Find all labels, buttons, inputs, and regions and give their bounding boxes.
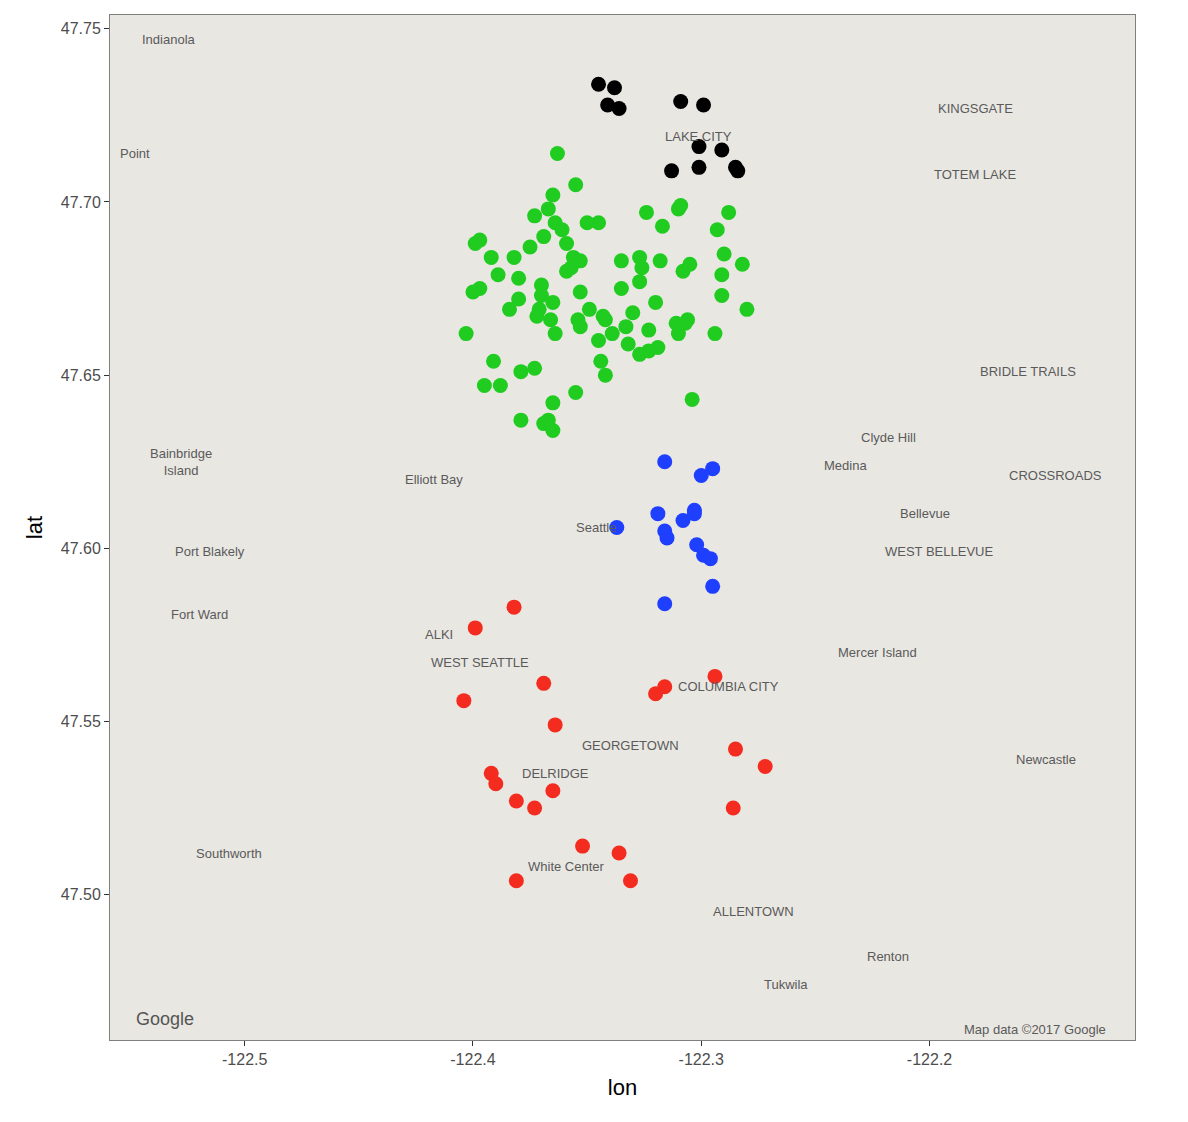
svg-text:Point: Point [120, 146, 150, 161]
svg-text:Fort Ward: Fort Ward [171, 607, 228, 622]
svg-text:KINGSGATE: KINGSGATE [938, 101, 1013, 116]
svg-text:Newcastle: Newcastle [1016, 752, 1076, 767]
svg-text:DELRIDGE: DELRIDGE [522, 766, 589, 781]
svg-text:-122.5: -122.5 [222, 1051, 267, 1068]
svg-text:ALKI: ALKI [425, 627, 453, 642]
svg-text:BRIDLE TRAILS: BRIDLE TRAILS [980, 364, 1076, 379]
svg-text:ALLENTOWN: ALLENTOWN [713, 904, 794, 919]
svg-text:lat: lat [22, 516, 47, 539]
svg-text:Map data ©2017 Google: Map data ©2017 Google [964, 1022, 1106, 1037]
svg-text:47.70: 47.70 [61, 194, 101, 211]
svg-text:TOTEM LAKE: TOTEM LAKE [934, 167, 1016, 182]
svg-text:47.60: 47.60 [61, 540, 101, 557]
svg-text:Bellevue: Bellevue [900, 506, 950, 521]
svg-text:CROSSROADS: CROSSROADS [1009, 468, 1102, 483]
svg-text:Mercer Island: Mercer Island [838, 645, 917, 660]
svg-text:lon: lon [608, 1075, 637, 1100]
svg-text:WEST BELLEVUE: WEST BELLEVUE [885, 544, 993, 559]
svg-text:-122.4: -122.4 [450, 1051, 495, 1068]
svg-text:White Center: White Center [528, 859, 605, 874]
svg-text:Port Blakely: Port Blakely [175, 544, 245, 559]
svg-text:Elliott Bay: Elliott Bay [405, 472, 463, 487]
svg-text:WEST SEATTLE: WEST SEATTLE [431, 655, 529, 670]
svg-text:47.50: 47.50 [61, 886, 101, 903]
svg-text:GEORGETOWN: GEORGETOWN [582, 738, 679, 753]
svg-text:Renton: Renton [867, 949, 909, 964]
svg-text:Seattle: Seattle [576, 520, 616, 535]
svg-text:Google: Google [136, 1009, 194, 1029]
svg-text:LAKE CITY: LAKE CITY [665, 129, 732, 144]
svg-text:-122.3: -122.3 [679, 1051, 724, 1068]
svg-text:Southworth: Southworth [196, 846, 262, 861]
svg-text:COLUMBIA CITY: COLUMBIA CITY [678, 679, 779, 694]
svg-text:Medina: Medina [824, 458, 867, 473]
svg-text:-122.2: -122.2 [907, 1051, 952, 1068]
svg-text:Tukwila: Tukwila [764, 977, 808, 992]
svg-text:BainbridgeIsland: BainbridgeIsland [150, 446, 212, 478]
svg-text:47.55: 47.55 [61, 713, 101, 730]
svg-text:47.75: 47.75 [61, 20, 101, 37]
svg-text:47.65: 47.65 [61, 367, 101, 384]
svg-text:Clyde Hill: Clyde Hill [861, 430, 916, 445]
svg-text:Indianola: Indianola [142, 32, 196, 47]
